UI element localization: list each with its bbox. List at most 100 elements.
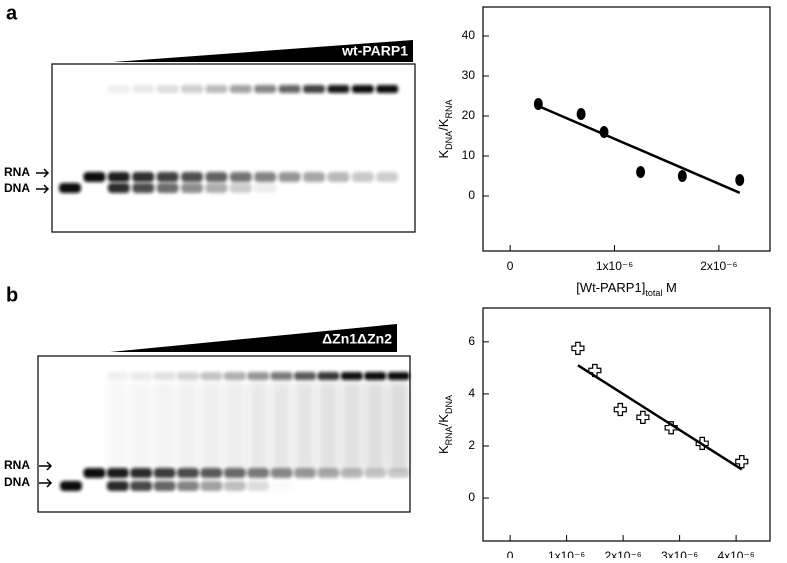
smear xyxy=(295,382,315,471)
band xyxy=(364,372,387,380)
band xyxy=(327,172,350,182)
band xyxy=(247,468,270,478)
band xyxy=(270,468,293,478)
band xyxy=(130,372,153,380)
band xyxy=(364,468,387,478)
rna-label: RNA xyxy=(4,165,30,179)
band xyxy=(205,172,228,182)
y-tick-label: 20 xyxy=(462,108,476,122)
smear xyxy=(388,382,409,471)
x-tick-label: 2x10⁻⁶ xyxy=(604,549,641,558)
y-tick-label: 40 xyxy=(462,28,476,42)
band xyxy=(303,172,325,182)
smear xyxy=(318,382,339,471)
smear xyxy=(201,382,222,471)
xlabel-part: total xyxy=(645,288,662,298)
point xyxy=(677,170,687,182)
smear xyxy=(365,382,386,471)
band xyxy=(60,481,82,491)
gel: ΔZn1ΔZn2 RNA DNA xyxy=(4,324,411,513)
plot-frame xyxy=(482,307,771,542)
band xyxy=(200,481,223,491)
band xyxy=(59,183,81,193)
band xyxy=(247,481,270,491)
band xyxy=(254,183,277,193)
band xyxy=(303,85,325,93)
band xyxy=(340,468,363,478)
band xyxy=(229,183,252,193)
x-tick-label: 4x10⁻⁶ xyxy=(717,549,754,558)
band xyxy=(387,468,410,478)
band xyxy=(156,85,179,93)
dna-label: DNA xyxy=(4,181,30,195)
gradient-wedge xyxy=(110,324,397,352)
band xyxy=(83,468,106,478)
dna-label: DNA xyxy=(4,475,30,489)
xlabel: [Wt-PARP1]total M xyxy=(576,280,677,298)
smear xyxy=(178,382,198,471)
band xyxy=(229,85,252,93)
x-tick-label: 3x10⁻⁶ xyxy=(661,549,698,558)
ylabel-part: K xyxy=(436,150,451,159)
protein-label: ΔZn1ΔZn2 xyxy=(322,331,392,347)
ylabel-part: /K xyxy=(436,414,451,427)
band xyxy=(270,372,293,380)
band xyxy=(130,468,153,478)
band xyxy=(376,172,399,182)
smear xyxy=(341,382,362,471)
ylabel: KRNA/KDNA xyxy=(436,395,454,454)
band xyxy=(107,183,130,193)
band xyxy=(229,172,252,182)
band xyxy=(387,372,410,380)
x-tick-label: 1x10⁻⁶ xyxy=(548,549,585,558)
band xyxy=(247,372,270,380)
point xyxy=(735,174,745,186)
band xyxy=(223,481,246,491)
band xyxy=(278,85,301,93)
ylabel-part: RNA xyxy=(444,100,454,119)
band xyxy=(106,481,129,491)
point xyxy=(636,410,650,424)
x-tick-label: 1x10⁻⁶ xyxy=(596,259,633,273)
x-tick-label: 0 xyxy=(507,549,514,558)
xlabel-part: [Wt-PARP1] xyxy=(576,280,645,295)
band xyxy=(278,172,301,182)
band xyxy=(317,372,340,380)
band xyxy=(132,183,155,193)
band xyxy=(153,481,176,491)
band xyxy=(376,85,399,93)
band xyxy=(153,468,176,478)
panel-label: b xyxy=(6,284,18,306)
band xyxy=(271,481,293,491)
band xyxy=(130,481,153,491)
y-tick-label: 30 xyxy=(462,68,476,82)
y-tick-label: 0 xyxy=(468,188,475,202)
point xyxy=(636,166,646,178)
smear xyxy=(224,382,245,471)
band xyxy=(200,468,223,478)
smear xyxy=(108,382,128,471)
band xyxy=(156,172,179,182)
y-tick-label: 10 xyxy=(462,148,476,162)
smear xyxy=(131,382,151,471)
y-tick-label: 0 xyxy=(468,490,475,504)
band xyxy=(106,372,129,380)
band xyxy=(327,85,350,93)
panel-label: a xyxy=(6,2,18,24)
fit-line xyxy=(577,364,743,471)
y-tick-label: 4 xyxy=(468,386,475,400)
ylabel: KDNA/KRNA xyxy=(436,100,454,159)
y-tick-label: 2 xyxy=(468,438,475,452)
fit-line xyxy=(537,104,741,194)
band xyxy=(340,372,363,380)
band xyxy=(181,85,203,93)
rna-label: RNA xyxy=(4,458,30,472)
band xyxy=(132,172,155,182)
band xyxy=(200,372,223,380)
band xyxy=(223,468,246,478)
band xyxy=(254,172,277,182)
ylabel-part: K xyxy=(436,445,451,454)
band xyxy=(205,85,228,93)
band xyxy=(181,172,203,182)
